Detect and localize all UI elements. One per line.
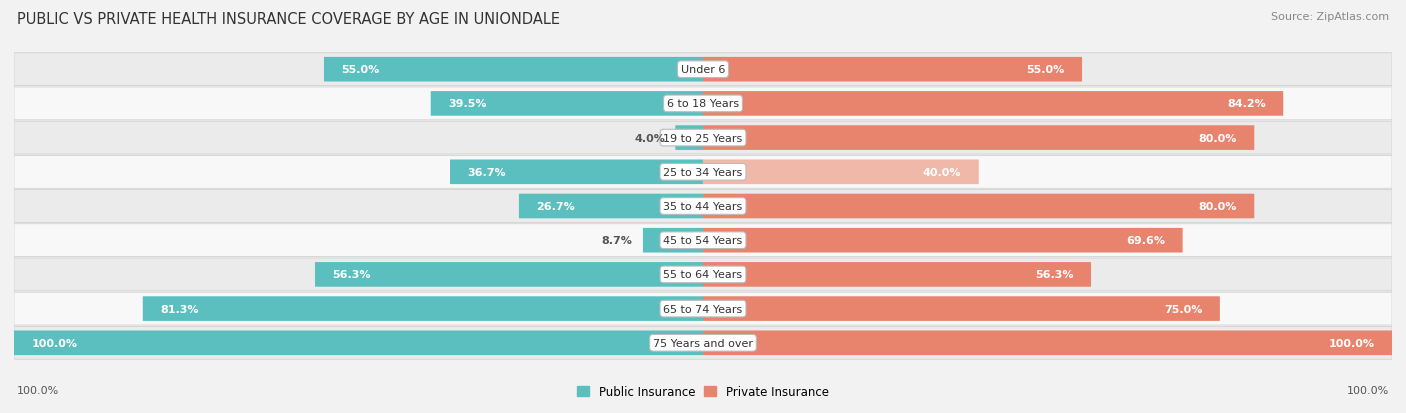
FancyBboxPatch shape [14,331,703,355]
FancyBboxPatch shape [14,224,1392,257]
Text: 8.7%: 8.7% [602,236,633,246]
FancyBboxPatch shape [703,331,1392,355]
FancyBboxPatch shape [703,126,1254,151]
FancyBboxPatch shape [430,92,703,116]
FancyBboxPatch shape [14,88,1392,121]
Text: 81.3%: 81.3% [160,304,198,314]
FancyBboxPatch shape [675,126,703,151]
Text: 80.0%: 80.0% [1198,133,1237,143]
Text: 100.0%: 100.0% [1347,385,1389,395]
FancyBboxPatch shape [14,259,1392,291]
Text: 56.3%: 56.3% [332,270,371,280]
FancyBboxPatch shape [703,92,1284,116]
Text: Under 6: Under 6 [681,65,725,75]
FancyBboxPatch shape [703,58,1083,82]
Text: 39.5%: 39.5% [449,99,486,109]
FancyBboxPatch shape [14,54,1392,86]
FancyBboxPatch shape [643,228,703,253]
Text: 55.0%: 55.0% [1026,65,1064,75]
Text: 69.6%: 69.6% [1126,236,1166,246]
Text: 55 to 64 Years: 55 to 64 Years [664,270,742,280]
FancyBboxPatch shape [703,160,979,185]
FancyBboxPatch shape [14,122,1392,154]
Text: 75 Years and over: 75 Years and over [652,338,754,348]
Text: 80.0%: 80.0% [1198,202,1237,211]
Text: 100.0%: 100.0% [31,338,77,348]
Text: 75.0%: 75.0% [1164,304,1202,314]
FancyBboxPatch shape [14,292,1392,325]
Text: 19 to 25 Years: 19 to 25 Years [664,133,742,143]
Text: 55.0%: 55.0% [342,65,380,75]
FancyBboxPatch shape [703,262,1091,287]
Text: 25 to 34 Years: 25 to 34 Years [664,167,742,177]
FancyBboxPatch shape [703,194,1254,219]
Text: 100.0%: 100.0% [1329,338,1375,348]
Text: 40.0%: 40.0% [922,167,962,177]
Text: Source: ZipAtlas.com: Source: ZipAtlas.com [1271,12,1389,22]
Legend: Public Insurance, Private Insurance: Public Insurance, Private Insurance [578,385,828,399]
Text: 6 to 18 Years: 6 to 18 Years [666,99,740,109]
Text: 56.3%: 56.3% [1035,270,1074,280]
FancyBboxPatch shape [450,160,703,185]
Text: PUBLIC VS PRIVATE HEALTH INSURANCE COVERAGE BY AGE IN UNIONDALE: PUBLIC VS PRIVATE HEALTH INSURANCE COVER… [17,12,560,27]
FancyBboxPatch shape [703,297,1220,321]
Text: 84.2%: 84.2% [1227,99,1265,109]
FancyBboxPatch shape [14,327,1392,359]
Text: 45 to 54 Years: 45 to 54 Years [664,236,742,246]
FancyBboxPatch shape [14,156,1392,189]
FancyBboxPatch shape [703,228,1182,253]
FancyBboxPatch shape [323,58,703,82]
FancyBboxPatch shape [14,190,1392,223]
Text: 100.0%: 100.0% [17,385,59,395]
FancyBboxPatch shape [519,194,703,219]
Text: 26.7%: 26.7% [536,202,575,211]
Text: 36.7%: 36.7% [467,167,506,177]
Text: 35 to 44 Years: 35 to 44 Years [664,202,742,211]
FancyBboxPatch shape [315,262,703,287]
Text: 65 to 74 Years: 65 to 74 Years [664,304,742,314]
FancyBboxPatch shape [143,297,703,321]
Text: 4.0%: 4.0% [634,133,665,143]
